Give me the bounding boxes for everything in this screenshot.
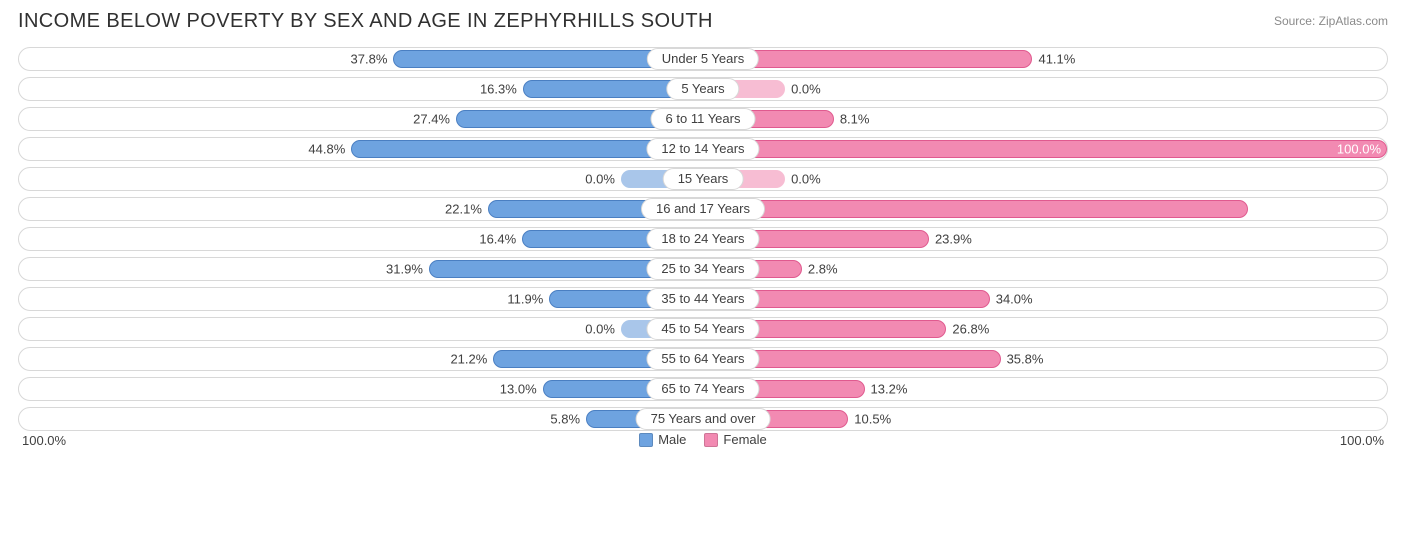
- female-half: 13.2%: [703, 378, 1387, 400]
- male-value-label: 13.0%: [500, 382, 537, 397]
- chart-row: 31.9% 2.8% 25 to 34 Years: [18, 257, 1388, 281]
- female-half: 26.8%: [703, 318, 1387, 340]
- chart-header: INCOME BELOW POVERTY BY SEX AND AGE IN Z…: [18, 10, 1388, 33]
- category-label: 65 to 74 Years: [646, 378, 759, 400]
- category-label: 75 Years and over: [636, 408, 771, 430]
- legend-label-female: Female: [723, 432, 766, 447]
- category-label: 16 and 17 Years: [641, 198, 765, 220]
- female-value-label: 8.1%: [840, 112, 870, 127]
- legend-item-female: Female: [704, 432, 766, 447]
- male-half: 16.3%: [19, 78, 703, 100]
- male-half: 0.0%: [19, 168, 703, 190]
- female-half: 0.0%: [703, 168, 1387, 190]
- male-half: 22.1%: [19, 198, 703, 220]
- male-half: 37.8%: [19, 48, 703, 70]
- male-half: 0.0%: [19, 318, 703, 340]
- female-half: 76.9%: [703, 198, 1387, 220]
- female-value-label: 10.5%: [854, 412, 891, 427]
- male-half: 16.4%: [19, 228, 703, 250]
- male-value-label: 27.4%: [413, 112, 450, 127]
- female-half: 2.8%: [703, 258, 1387, 280]
- male-value-label: 16.4%: [479, 232, 516, 247]
- male-value-label: 0.0%: [585, 172, 615, 187]
- chart-row: 11.9% 34.0% 35 to 44 Years: [18, 287, 1388, 311]
- male-half: 5.8%: [19, 408, 703, 430]
- male-value-label: 44.8%: [308, 142, 345, 157]
- legend-swatch-male: [639, 433, 653, 447]
- category-label: 25 to 34 Years: [646, 258, 759, 280]
- male-value-label: 16.3%: [480, 82, 517, 97]
- female-value-label: 34.0%: [996, 292, 1033, 307]
- male-value-label: 11.9%: [507, 292, 543, 307]
- category-label: 5 Years: [666, 78, 739, 100]
- female-value-label: 35.8%: [1007, 352, 1044, 367]
- male-value-label: 31.9%: [386, 262, 423, 277]
- female-value-label: 0.0%: [791, 172, 821, 187]
- female-bar: [703, 200, 1248, 218]
- legend-label-male: Male: [658, 432, 686, 447]
- male-half: 31.9%: [19, 258, 703, 280]
- female-half: 100.0%: [703, 138, 1387, 160]
- female-half: 0.0%: [703, 78, 1387, 100]
- male-half: 13.0%: [19, 378, 703, 400]
- chart-row: 27.4% 8.1% 6 to 11 Years: [18, 107, 1388, 131]
- diverging-bar-chart: 37.8% 41.1% Under 5 Years 16.3% 0.0% 5 Years 2…: [18, 47, 1388, 431]
- female-half: 41.1%: [703, 48, 1387, 70]
- chart-row: 22.1% 76.9% 16 and 17 Years: [18, 197, 1388, 221]
- axis-right-label: 100.0%: [1340, 433, 1384, 448]
- female-half: 23.9%: [703, 228, 1387, 250]
- female-half: 34.0%: [703, 288, 1387, 310]
- axis-left-label: 100.0%: [22, 433, 66, 448]
- category-label: 18 to 24 Years: [646, 228, 759, 250]
- male-value-label: 0.0%: [585, 322, 615, 337]
- female-half: 35.8%: [703, 348, 1387, 370]
- male-half: 27.4%: [19, 108, 703, 130]
- category-label: 55 to 64 Years: [646, 348, 759, 370]
- male-value-label: 5.8%: [550, 412, 580, 427]
- chart-row: 44.8% 100.0% 12 to 14 Years: [18, 137, 1388, 161]
- category-label: 15 Years: [663, 168, 744, 190]
- chart-row: 13.0% 13.2% 65 to 74 Years: [18, 377, 1388, 401]
- male-value-label: 22.1%: [445, 202, 482, 217]
- female-value-label: 26.8%: [952, 322, 989, 337]
- female-value-label: 13.2%: [871, 382, 908, 397]
- chart-source: Source: ZipAtlas.com: [1274, 10, 1388, 28]
- male-half: 11.9%: [19, 288, 703, 310]
- female-value-label: 41.1%: [1038, 52, 1075, 67]
- chart-row: 16.3% 0.0% 5 Years: [18, 77, 1388, 101]
- male-half: 44.8%: [19, 138, 703, 160]
- female-value-label: 76.9%: [1344, 202, 1381, 217]
- legend: Male Female: [18, 432, 1388, 447]
- category-label: Under 5 Years: [647, 48, 759, 70]
- category-label: 45 to 54 Years: [646, 318, 759, 340]
- category-label: 6 to 11 Years: [651, 108, 756, 130]
- legend-item-male: Male: [639, 432, 686, 447]
- chart-row: 0.0% 0.0% 15 Years: [18, 167, 1388, 191]
- category-label: 35 to 44 Years: [646, 288, 759, 310]
- male-value-label: 21.2%: [450, 352, 487, 367]
- female-value-label: 0.0%: [791, 82, 821, 97]
- female-bar: [703, 140, 1387, 158]
- chart-row: 16.4% 23.9% 18 to 24 Years: [18, 227, 1388, 251]
- chart-row: 37.8% 41.1% Under 5 Years: [18, 47, 1388, 71]
- female-half: 8.1%: [703, 108, 1387, 130]
- legend-swatch-female: [704, 433, 718, 447]
- category-label: 12 to 14 Years: [646, 138, 759, 160]
- chart-row: 21.2% 35.8% 55 to 64 Years: [18, 347, 1388, 371]
- male-value-label: 37.8%: [351, 52, 388, 67]
- female-half: 10.5%: [703, 408, 1387, 430]
- chart-row: 5.8% 10.5% 75 Years and over: [18, 407, 1388, 431]
- female-value-label: 100.0%: [1337, 142, 1381, 157]
- male-half: 21.2%: [19, 348, 703, 370]
- chart-row: 0.0% 26.8% 45 to 54 Years: [18, 317, 1388, 341]
- female-value-label: 23.9%: [935, 232, 972, 247]
- female-value-label: 2.8%: [808, 262, 838, 277]
- chart-title: INCOME BELOW POVERTY BY SEX AND AGE IN Z…: [18, 10, 713, 33]
